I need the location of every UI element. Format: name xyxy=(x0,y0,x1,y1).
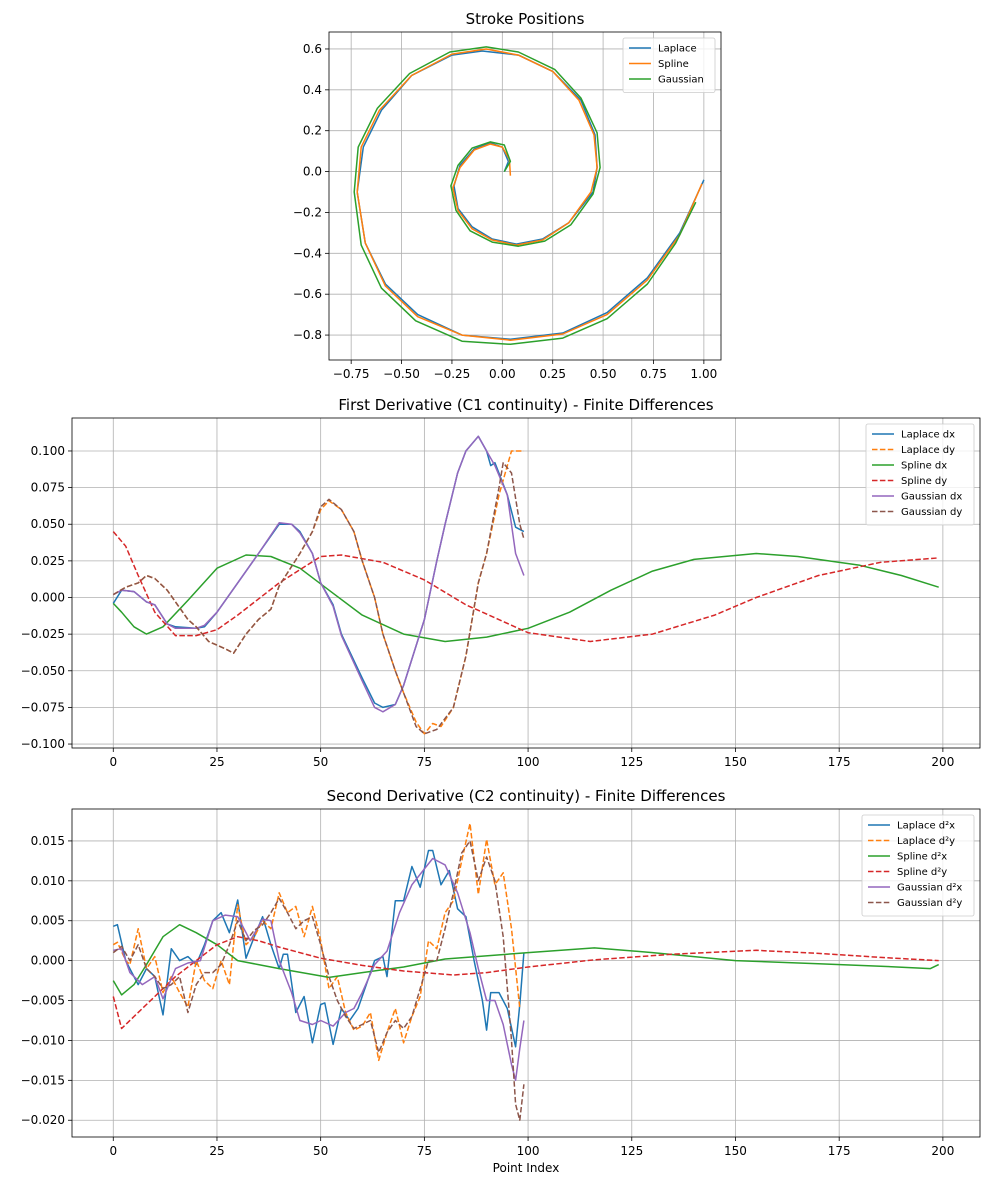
y-tick-label: −0.005 xyxy=(21,994,65,1008)
series-line-spline-dx xyxy=(112,552,939,643)
y-tick-label: −0.020 xyxy=(21,1113,65,1127)
x-tick-label: 25 xyxy=(209,755,224,769)
x-tick-label: 0 xyxy=(109,755,117,769)
y-tick-label: 0.4 xyxy=(303,83,322,97)
legend-label: Laplace dx xyxy=(901,430,955,441)
y-tick-label: 0.000 xyxy=(31,954,65,968)
x-tick-label: 75 xyxy=(417,755,432,769)
x-tick-label: −0.75 xyxy=(333,367,370,381)
series-line-laplace xyxy=(356,50,705,340)
subplot-3: 0 25 50 75 100 125 150 175 200 −0.020 −0.015 −0.010… xyxy=(21,787,981,1175)
chart-title: First Derivative (C1 continuity) - Finit… xyxy=(338,396,713,414)
legend: Laplace d²x Laplace d²y Spline d²x Spline d… xyxy=(861,814,975,917)
y-tick-label: −0.2 xyxy=(293,205,322,219)
x-tick-label: 175 xyxy=(828,1144,851,1158)
y-tick-label: 0.025 xyxy=(31,554,65,568)
x-tick-label: 0.75 xyxy=(640,367,667,381)
y-tick-label: 0.015 xyxy=(31,834,65,848)
series-line-gaussian-d²y xyxy=(112,840,525,1121)
legend-label: Laplace dy xyxy=(901,445,955,456)
legend-label: Gaussian xyxy=(658,75,704,86)
x-axis-label: Point Index xyxy=(493,1161,560,1175)
x-tick-label: 100 xyxy=(517,755,540,769)
x-tick-label: 0 xyxy=(109,1144,117,1158)
x-tick-label: 75 xyxy=(417,1144,432,1158)
y-tick-label: −0.015 xyxy=(21,1073,65,1087)
series-line-spline-dy xyxy=(112,531,939,643)
axes-frame xyxy=(328,31,722,361)
x-tick-label: 0.25 xyxy=(539,367,566,381)
legend-label: Spline dy xyxy=(901,476,947,487)
legend-label: Laplace d²x xyxy=(897,821,955,832)
subplot-1: −0.75 −0.50 −0.25 0.00 0.25 0.50 0.75 1.00 −0.8 −… xyxy=(293,10,722,381)
x-tick-label: 200 xyxy=(931,1144,954,1158)
x-tick-label: 150 xyxy=(724,1144,747,1158)
y-tick-label: 0.050 xyxy=(31,517,65,531)
series-line-spline xyxy=(356,48,703,341)
y-tick-label: 0.0 xyxy=(303,165,322,179)
legend: Laplace Spline Gaussian xyxy=(622,37,716,93)
y-tick-label: −0.4 xyxy=(293,246,322,260)
x-tick-label: −0.25 xyxy=(434,367,471,381)
x-tick-label: 125 xyxy=(620,1144,643,1158)
series-line-gaussian xyxy=(353,46,697,346)
x-tick-label: −0.50 xyxy=(383,367,420,381)
legend-label: Spline d²y xyxy=(897,867,947,878)
legend-label: Spline d²x xyxy=(897,852,947,863)
y-tick-label: −0.100 xyxy=(21,737,65,751)
y-tick-label: −0.075 xyxy=(21,700,65,714)
legend-label: Gaussian dx xyxy=(901,492,962,503)
y-tick-label: −0.050 xyxy=(21,664,65,678)
legend-label: Gaussian dy xyxy=(901,507,962,518)
x-tick-label: 150 xyxy=(724,755,747,769)
y-tick-label: 0.075 xyxy=(31,481,65,495)
legend-label: Laplace d²y xyxy=(897,836,955,847)
y-tick-label: 0.100 xyxy=(31,444,65,458)
series-line-laplace-d²x xyxy=(113,849,525,1048)
y-tick-label: 0.005 xyxy=(31,914,65,928)
x-tick-label: 0.00 xyxy=(489,367,516,381)
series-line-gaussian-dx xyxy=(112,435,525,713)
legend: Laplace dx Laplace dy Spline dx Spline dy Ga… xyxy=(865,423,975,526)
legend-label: Laplace xyxy=(658,44,697,55)
x-tick-label: 100 xyxy=(517,1144,540,1158)
legend-label: Spline xyxy=(658,59,689,70)
series-line-gaussian-d²x xyxy=(113,857,525,1082)
series-line-laplace-dy xyxy=(112,450,524,735)
y-tick-label: 0.2 xyxy=(303,124,322,138)
legend-box xyxy=(861,814,975,917)
x-tick-label: 125 xyxy=(620,755,643,769)
axes-frame xyxy=(71,808,981,1138)
x-tick-label: 1.00 xyxy=(691,367,718,381)
x-tick-label: 0.50 xyxy=(590,367,617,381)
subplot-2: 0 25 50 75 100 125 150 175 200 −0.100 −0.075 −0.050… xyxy=(21,396,981,769)
y-tick-label: −0.6 xyxy=(293,287,322,301)
legend-label: Gaussian d²x xyxy=(897,883,962,894)
y-tick-label: −0.025 xyxy=(21,627,65,641)
y-tick-label: −0.8 xyxy=(293,328,322,342)
x-tick-label: 25 xyxy=(209,1144,224,1158)
series-line-laplace-dx xyxy=(112,435,525,709)
legend-label: Spline dx xyxy=(901,461,947,472)
y-tick-label: 0.000 xyxy=(31,591,65,605)
x-tick-label: 175 xyxy=(828,755,851,769)
series-line-spline-d²x xyxy=(112,923,940,996)
y-tick-label: −0.010 xyxy=(21,1033,65,1047)
axes-frame xyxy=(71,417,981,749)
x-tick-label: 200 xyxy=(931,755,954,769)
legend-label: Gaussian d²y xyxy=(897,898,962,909)
chart-title: Stroke Positions xyxy=(466,10,585,28)
chart-title: Second Derivative (C2 continuity) - Fini… xyxy=(327,787,726,805)
series-line-gaussian-dy xyxy=(112,461,525,735)
series-line-spline-d²y xyxy=(112,935,939,1030)
y-tick-label: 0.6 xyxy=(303,42,322,56)
x-tick-label: 50 xyxy=(313,755,328,769)
x-tick-label: 50 xyxy=(313,1144,328,1158)
y-tick-label: 0.010 xyxy=(31,874,65,888)
